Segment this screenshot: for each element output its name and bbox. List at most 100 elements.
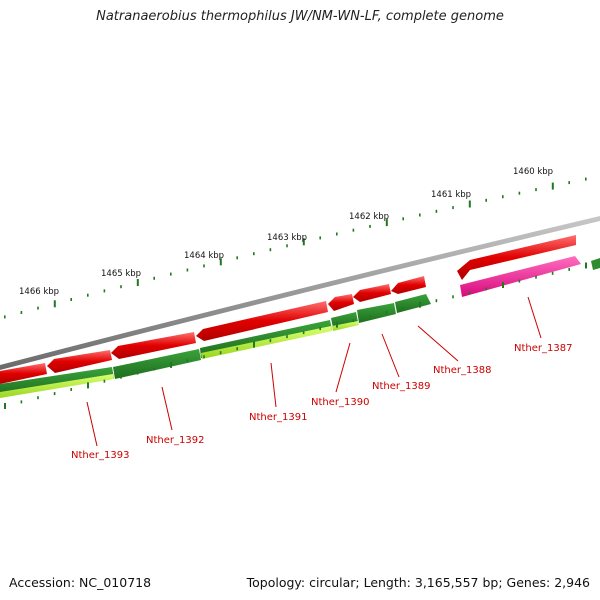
minor-tick — [385, 311, 388, 315]
gene-label-1393: Nther_1393 — [71, 450, 129, 461]
minor-tick — [369, 315, 371, 319]
tick-label-1465: 1465 kbp — [101, 269, 141, 279]
minor-tick — [219, 351, 222, 355]
leader-1387 — [527, 296, 542, 339]
gene-1391-reverse-light — [201, 326, 332, 359]
topology-text: Topology: circular; Length: 3,165,557 bp… — [246, 575, 590, 590]
minor-tick — [153, 276, 155, 280]
gene-left-forward — [0, 363, 47, 384]
major-tick — [170, 361, 172, 368]
leader-1389 — [381, 333, 400, 378]
minor-tick — [551, 271, 554, 275]
minor-tick — [402, 217, 404, 221]
major-tick — [419, 301, 421, 308]
minor-tick — [20, 400, 23, 404]
minor-tick — [37, 396, 39, 400]
major-tick — [87, 382, 89, 389]
minor-tick — [352, 228, 355, 232]
minor-tick — [419, 213, 421, 217]
minor-tick — [452, 295, 454, 299]
minor-tick — [319, 236, 321, 240]
gene-labels: Nther_1387 Nther_1388 Nther_1389 Nther_1… — [71, 343, 572, 461]
gene-1388-forward — [391, 276, 426, 294]
minor-tick — [319, 327, 321, 331]
leader-1390 — [335, 342, 351, 393]
minor-tick — [153, 367, 155, 371]
major-tick — [385, 219, 388, 227]
gene-label-1387: Nther_1387 — [514, 343, 572, 354]
minor-tick — [37, 306, 39, 310]
gene-1390-reverse-light — [332, 321, 359, 331]
minor-tick — [87, 293, 89, 297]
minor-tick — [568, 181, 570, 185]
minor-tick — [269, 248, 272, 252]
minor-tick — [585, 177, 587, 181]
minor-tick — [535, 188, 537, 192]
minor-tick — [236, 256, 238, 260]
gene-1391-forward — [196, 301, 328, 341]
gene-1393-reverse-light — [0, 374, 114, 398]
gene-label-1390: Nther_1390 — [311, 397, 369, 408]
genome-backbone — [0, 216, 600, 370]
major-tick — [302, 238, 305, 246]
gene-1390-forward — [328, 294, 354, 311]
gene-1388-reverse — [395, 294, 431, 313]
tick-label-1464: 1464 kbp — [184, 251, 224, 261]
gene-1387-forward — [457, 235, 576, 280]
minor-tick — [452, 206, 454, 210]
leader-1393 — [86, 401, 98, 447]
minor-tick — [435, 209, 438, 213]
minor-tick — [186, 268, 189, 272]
gene-1389-forward — [353, 284, 391, 302]
gene-1393-forward — [47, 350, 112, 373]
gene-label-1392: Nther_1392 — [146, 435, 204, 446]
minor-tick — [369, 224, 371, 228]
accession-text: Accession: NC_010718 — [9, 575, 152, 590]
minor-tick — [502, 195, 504, 199]
major-tick — [136, 279, 139, 286]
minor-tick — [236, 347, 238, 351]
tick-label-1463: 1463 kbp — [267, 233, 307, 243]
tick-label-1462: 1462 kbp — [349, 212, 389, 222]
gene-label-1388: Nther_1388 — [433, 365, 491, 376]
label-leaders — [86, 296, 542, 447]
gene-1389-reverse — [357, 303, 396, 323]
gene-label-1391: Nther_1391 — [249, 412, 307, 423]
minor-tick — [485, 287, 487, 291]
leader-1391 — [270, 362, 277, 408]
major-tick — [585, 262, 587, 269]
major-tick — [4, 403, 6, 409]
scale-ring — [4, 177, 587, 319]
minor-tick — [203, 355, 205, 359]
major-tick — [253, 341, 255, 348]
minor-tick — [170, 272, 172, 276]
gene-right-reverse — [591, 258, 600, 270]
gene-1392-reverse — [113, 349, 201, 379]
leader-1388 — [417, 325, 459, 362]
scale-labels: 1460 kbp 1461 kbp 1462 kbp 1463 kbp 1464… — [19, 167, 553, 297]
forward-strand-track — [0, 235, 576, 384]
leader-1392 — [161, 386, 173, 431]
minor-tick — [70, 388, 72, 391]
minor-tick — [535, 275, 537, 279]
minor-tick — [518, 279, 521, 283]
minor-tick — [518, 191, 521, 195]
minor-tick — [485, 198, 487, 202]
major-tick — [336, 321, 338, 328]
gene-1392-forward — [111, 332, 196, 359]
minor-tick — [53, 392, 56, 396]
tick-label-1466: 1466 kbp — [19, 287, 59, 297]
minor-tick — [103, 289, 106, 293]
minor-tick — [203, 264, 205, 268]
minor-tick — [120, 285, 122, 289]
minor-tick — [568, 267, 570, 271]
minor-tick — [269, 339, 272, 343]
minor-tick — [70, 298, 72, 301]
reverse-strand-track — [0, 256, 600, 398]
map-title: Natranaerobius thermophilus JW/NM-WN-LF,… — [96, 9, 504, 24]
minor-tick — [302, 331, 305, 335]
major-tick — [219, 258, 222, 266]
major-tick — [551, 182, 554, 190]
major-tick — [468, 200, 471, 208]
